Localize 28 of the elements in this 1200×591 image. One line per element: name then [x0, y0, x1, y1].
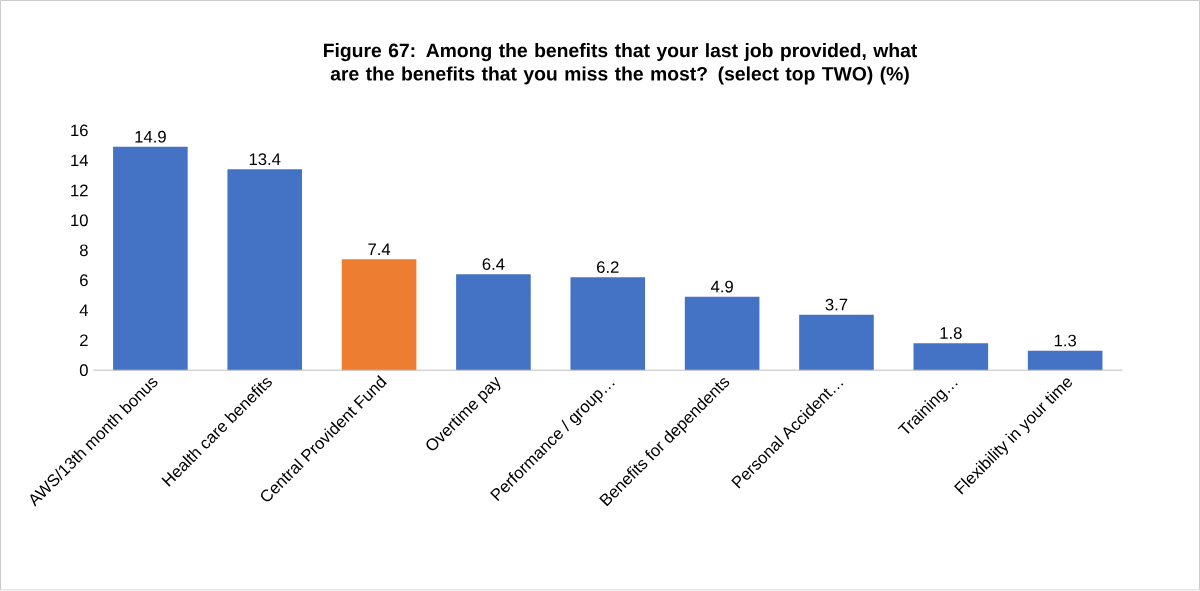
- y-tick-label: 6: [80, 274, 88, 287]
- y-tick-label: 10: [71, 214, 88, 227]
- data-label: 13.4: [249, 153, 281, 166]
- bar: [341, 259, 417, 371]
- y-tick-label: 2: [80, 334, 88, 347]
- data-label: 6.2: [597, 261, 619, 274]
- data-label: 14.9: [135, 131, 166, 143]
- bar: [1027, 350, 1103, 371]
- bar: [799, 314, 874, 371]
- data-label: 6.4: [482, 258, 505, 271]
- bar: [227, 169, 303, 371]
- y-tick-label: 4: [79, 304, 89, 317]
- y-tick-label: 0: [79, 364, 88, 377]
- bar: [684, 297, 760, 371]
- bar: [570, 277, 646, 371]
- data-label: 3.7: [825, 298, 848, 311]
- chart-title: Figure 67: Among the benefits that your last job provided, what are the benefits that you miss the most? (select top TWO) (%): [324, 43, 918, 85]
- bar: [113, 147, 188, 371]
- y-tick-label: 16: [71, 124, 88, 137]
- bar: [456, 274, 531, 371]
- y-tick-label: 8: [79, 244, 88, 257]
- data-label: 4.9: [710, 280, 733, 293]
- data-label: 1.3: [1054, 334, 1077, 347]
- data-label: 1.8: [940, 327, 962, 340]
- bar: [913, 343, 989, 371]
- y-tick-label: 12: [71, 184, 88, 197]
- y-tick-label: 14: [71, 154, 89, 167]
- data-label: 7.4: [368, 243, 391, 256]
